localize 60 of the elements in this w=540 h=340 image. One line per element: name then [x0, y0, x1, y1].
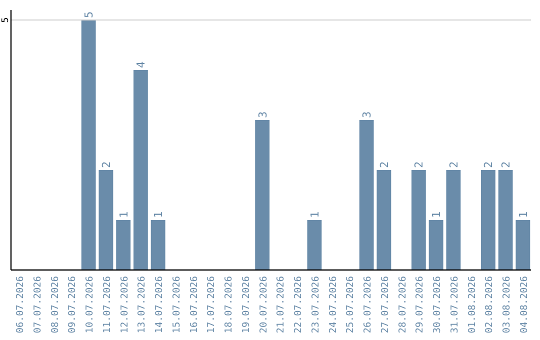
x-tick-label: 22.07.2026: [293, 276, 304, 334]
x-tick-label: 24.07.2026: [328, 276, 339, 334]
x-tick-label: 31.07.2026: [449, 276, 460, 334]
x-tick-label: 23.07.2026: [310, 276, 322, 334]
x-tick-label: 11.07.2026: [102, 276, 113, 334]
bar: [116, 220, 131, 270]
x-tick-label: 26.07.2026: [362, 276, 374, 334]
x-tick-label: 14.07.2026: [154, 276, 166, 334]
x-tick-label: 06.07.2026: [15, 276, 26, 334]
x-tick-label: 12.07.2026: [119, 276, 130, 334]
data-label: 5: [82, 11, 96, 18]
data-label: 3: [256, 111, 270, 118]
x-tick-label: 08.07.2026: [50, 276, 61, 334]
bar: [480, 170, 496, 270]
x-tick-label: 09.07.2026: [67, 276, 78, 334]
bar: [376, 170, 392, 270]
bar: [98, 170, 114, 270]
data-label: 1: [430, 211, 444, 218]
data-label: 1: [152, 211, 166, 218]
x-tick-label: 07.07.2026: [32, 276, 44, 334]
data-label: 2: [447, 161, 460, 168]
x-tick-label: 20.07.2026: [258, 276, 270, 334]
bar: [516, 220, 530, 270]
data-label: 2: [412, 161, 426, 168]
data-label: 1: [308, 211, 322, 218]
x-tick-label: 28.07.2026: [397, 276, 408, 334]
x-tick-label: 04.08.2026: [518, 276, 530, 334]
data-label: 2: [482, 161, 496, 168]
x-tick-label: 18.07.2026: [224, 276, 235, 334]
x-tick-label: 15.07.2026: [171, 276, 182, 334]
x-tick-label: 10.07.2026: [84, 276, 96, 334]
data-label: 1: [117, 211, 130, 218]
x-tick-label: 03.08.2026: [502, 276, 513, 334]
x-tick-label: 16.07.2026: [188, 276, 200, 334]
bar: [255, 120, 270, 270]
bar: [81, 20, 96, 270]
bar: [498, 170, 513, 270]
x-tick-label: 17.07.2026: [206, 276, 218, 334]
x-tick-label: 25.07.2026: [345, 276, 356, 334]
data-label: 2: [500, 161, 513, 168]
x-tick-label: 19.07.2026: [240, 276, 252, 334]
data-label: 2: [100, 161, 113, 168]
x-tick-label: 30.07.2026: [432, 276, 444, 334]
data-label: 1: [516, 211, 530, 218]
x-tick-label: 27.07.2026: [380, 276, 391, 334]
x-tick-label: 02.08.2026: [484, 276, 496, 334]
x-tick-label: 01.08.2026: [466, 276, 478, 334]
bar: [411, 170, 426, 270]
x-tick-label: 29.07.2026: [414, 276, 426, 334]
x-tick-label: 21.07.2026: [276, 276, 287, 334]
bar: [359, 120, 374, 270]
bar: [428, 220, 444, 270]
bar: [150, 220, 166, 270]
bar: [307, 220, 322, 270]
data-label: 2: [378, 161, 391, 168]
data-label: 4: [134, 61, 148, 68]
data-label: 3: [360, 111, 374, 118]
bar: [446, 170, 461, 270]
bar: [133, 70, 148, 270]
x-tick-label: 13.07.2026: [136, 276, 148, 334]
